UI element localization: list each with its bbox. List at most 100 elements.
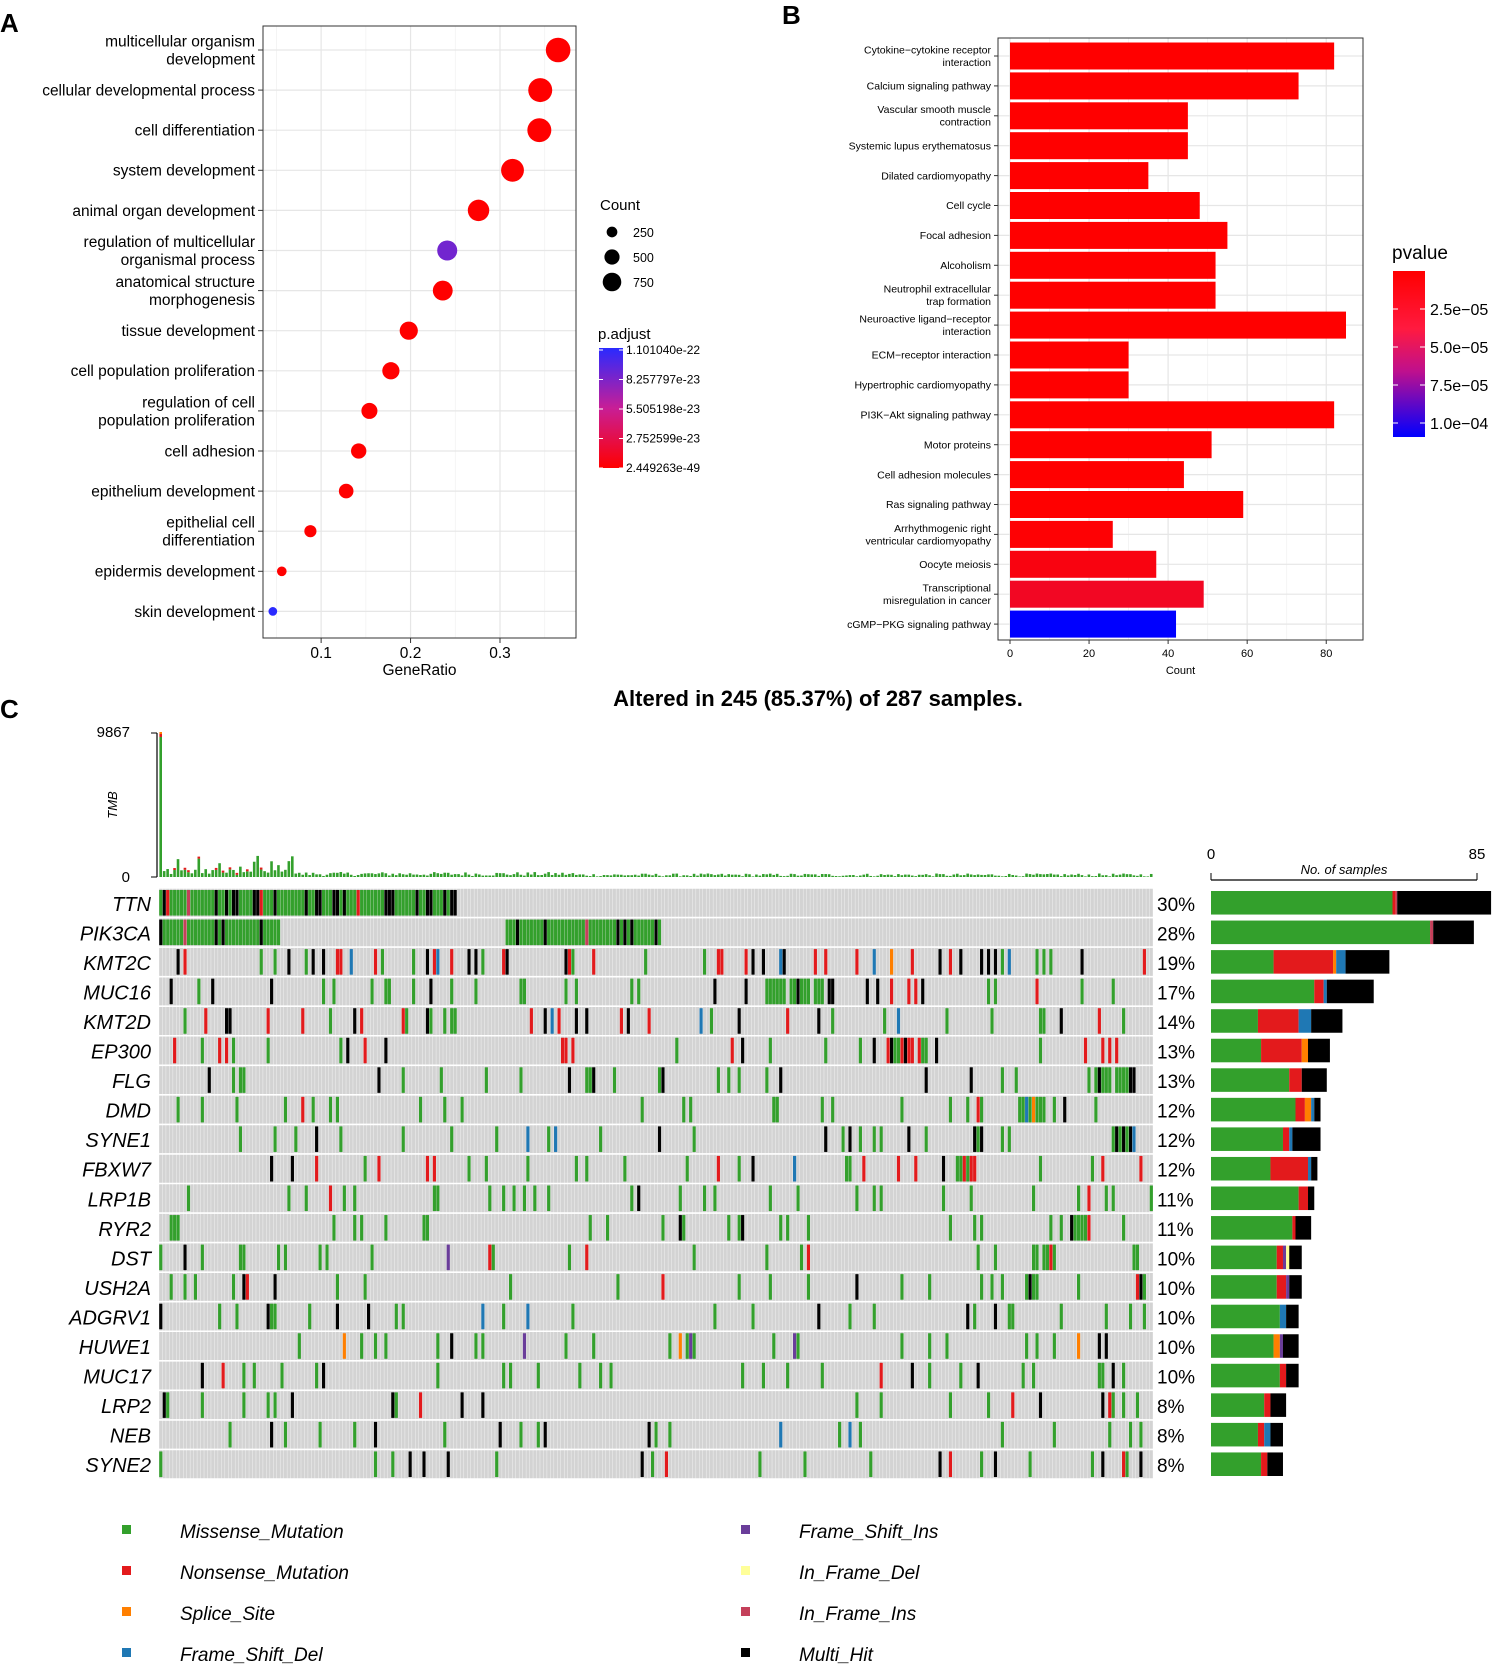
mutation-cell bbox=[872, 1126, 876, 1152]
mutation-cell bbox=[453, 890, 457, 916]
mutation-cell bbox=[824, 949, 828, 975]
mutation-cell bbox=[235, 890, 239, 916]
mutation-cell bbox=[225, 1037, 229, 1064]
data-point bbox=[351, 443, 367, 459]
mutation-cell bbox=[831, 1008, 835, 1034]
mutation-cell bbox=[824, 1037, 828, 1064]
mutation-cell bbox=[1090, 1451, 1095, 1477]
mutation-cell bbox=[231, 1274, 236, 1300]
mutation-cell bbox=[567, 949, 572, 975]
mutation-cell bbox=[443, 1008, 447, 1034]
mutation-cell bbox=[692, 1333, 696, 1359]
mutation-cell bbox=[360, 890, 364, 916]
gene-bar-segment bbox=[1211, 1304, 1280, 1329]
mutation-cell bbox=[737, 1274, 741, 1300]
mutation-cell bbox=[273, 1303, 277, 1330]
gene-label: PIK3CA bbox=[80, 923, 151, 945]
y-tick-label-line: morphogenesis bbox=[149, 292, 255, 309]
mutation-cell bbox=[1122, 1067, 1126, 1093]
mutation-cell bbox=[1038, 1008, 1043, 1034]
tmb-bar bbox=[242, 872, 246, 877]
tmb-bar bbox=[446, 872, 450, 877]
gene-bar-segment bbox=[1211, 1186, 1299, 1211]
bar bbox=[1010, 550, 1157, 578]
tmb-bar bbox=[433, 872, 436, 877]
mutation-cell bbox=[446, 1451, 450, 1477]
data-point bbox=[437, 240, 458, 261]
tmb-bar bbox=[1007, 873, 1011, 877]
mutation-cell bbox=[273, 949, 277, 975]
gene-bar-segment bbox=[1211, 1245, 1277, 1270]
tmb-bar bbox=[173, 868, 176, 871]
tmb-bar bbox=[665, 875, 668, 877]
legend-swatch bbox=[122, 1607, 131, 1616]
mutation-cell bbox=[342, 1185, 346, 1212]
y-tick-label-line: contraction bbox=[940, 117, 992, 129]
mutation-cell bbox=[1142, 1303, 1146, 1330]
y-tick-label: Oocyte meiosis bbox=[919, 559, 991, 571]
mutation-cell bbox=[1128, 1126, 1133, 1152]
gene-bar-segment bbox=[1292, 1216, 1296, 1240]
mutation-cell bbox=[564, 919, 568, 946]
mutation-cell bbox=[384, 1037, 388, 1064]
gene-percent: 10% bbox=[1157, 1308, 1195, 1329]
y-tick-label: cell differentiation bbox=[135, 123, 255, 140]
mutation-cell bbox=[301, 890, 305, 916]
mutation-cell bbox=[425, 890, 430, 916]
gene-bar-segment bbox=[1433, 920, 1474, 945]
gene-percent: 30% bbox=[1157, 895, 1195, 916]
mutation-cell bbox=[799, 1244, 804, 1271]
tmb-bar bbox=[245, 869, 249, 872]
gene-bar-segment bbox=[1257, 1009, 1299, 1033]
mutation-cell bbox=[276, 890, 281, 916]
mutation-cell bbox=[221, 890, 225, 916]
mutation-cell bbox=[990, 1274, 994, 1300]
gene-bar-segment bbox=[1323, 979, 1327, 1004]
tmb-bar bbox=[200, 873, 204, 877]
tmb-bar bbox=[727, 874, 730, 877]
tmb-bar bbox=[786, 875, 789, 877]
mutation-cell bbox=[986, 978, 991, 1005]
mutation-cell bbox=[799, 978, 804, 1005]
mutation-cell bbox=[1077, 1185, 1081, 1212]
mutation-cell bbox=[186, 919, 191, 946]
tmb-bar bbox=[813, 874, 817, 877]
mutation-cell bbox=[405, 890, 409, 916]
tmb-bar bbox=[945, 875, 949, 877]
mutation-cell bbox=[460, 1096, 464, 1123]
mutation-cell bbox=[1073, 1215, 1077, 1241]
tmb-bar bbox=[931, 876, 935, 877]
tmb-bar bbox=[453, 874, 457, 877]
tmb-bar bbox=[1077, 873, 1080, 877]
mutation-cell bbox=[335, 1303, 339, 1330]
mutation-cell bbox=[993, 978, 998, 1005]
color-legend-bar bbox=[1393, 271, 1425, 437]
gene-bar-segment bbox=[1211, 1038, 1262, 1063]
mutation-cell bbox=[207, 1067, 211, 1093]
tmb-bar bbox=[221, 870, 225, 873]
mutation-cell bbox=[862, 1155, 866, 1182]
tmb-bar bbox=[1143, 876, 1146, 877]
mutation-cell bbox=[1052, 1096, 1056, 1123]
y-tick-label-line: cGMP−PKG signaling pathway bbox=[847, 619, 992, 631]
mutation-cell bbox=[450, 1333, 454, 1359]
gene-label: SYNE1 bbox=[85, 1130, 151, 1152]
mutation-cell bbox=[962, 1155, 966, 1182]
tmb-bar bbox=[1149, 873, 1153, 877]
tmb-bar bbox=[519, 874, 523, 877]
mutation-cell bbox=[571, 1303, 575, 1330]
y-tick-label-line: cell population proliferation bbox=[71, 363, 255, 380]
tmb-bar bbox=[180, 870, 183, 877]
mutation-cell bbox=[533, 919, 537, 946]
tmb-bar bbox=[297, 872, 301, 877]
mutation-cell bbox=[1142, 1274, 1146, 1300]
tmb-bar bbox=[464, 872, 467, 877]
mutation-cell bbox=[993, 1303, 998, 1330]
mutation-cell bbox=[941, 1185, 946, 1212]
mutation-cell bbox=[218, 1303, 222, 1330]
gene-bar-segment bbox=[1279, 1304, 1287, 1329]
mutation-cell bbox=[370, 1244, 374, 1271]
